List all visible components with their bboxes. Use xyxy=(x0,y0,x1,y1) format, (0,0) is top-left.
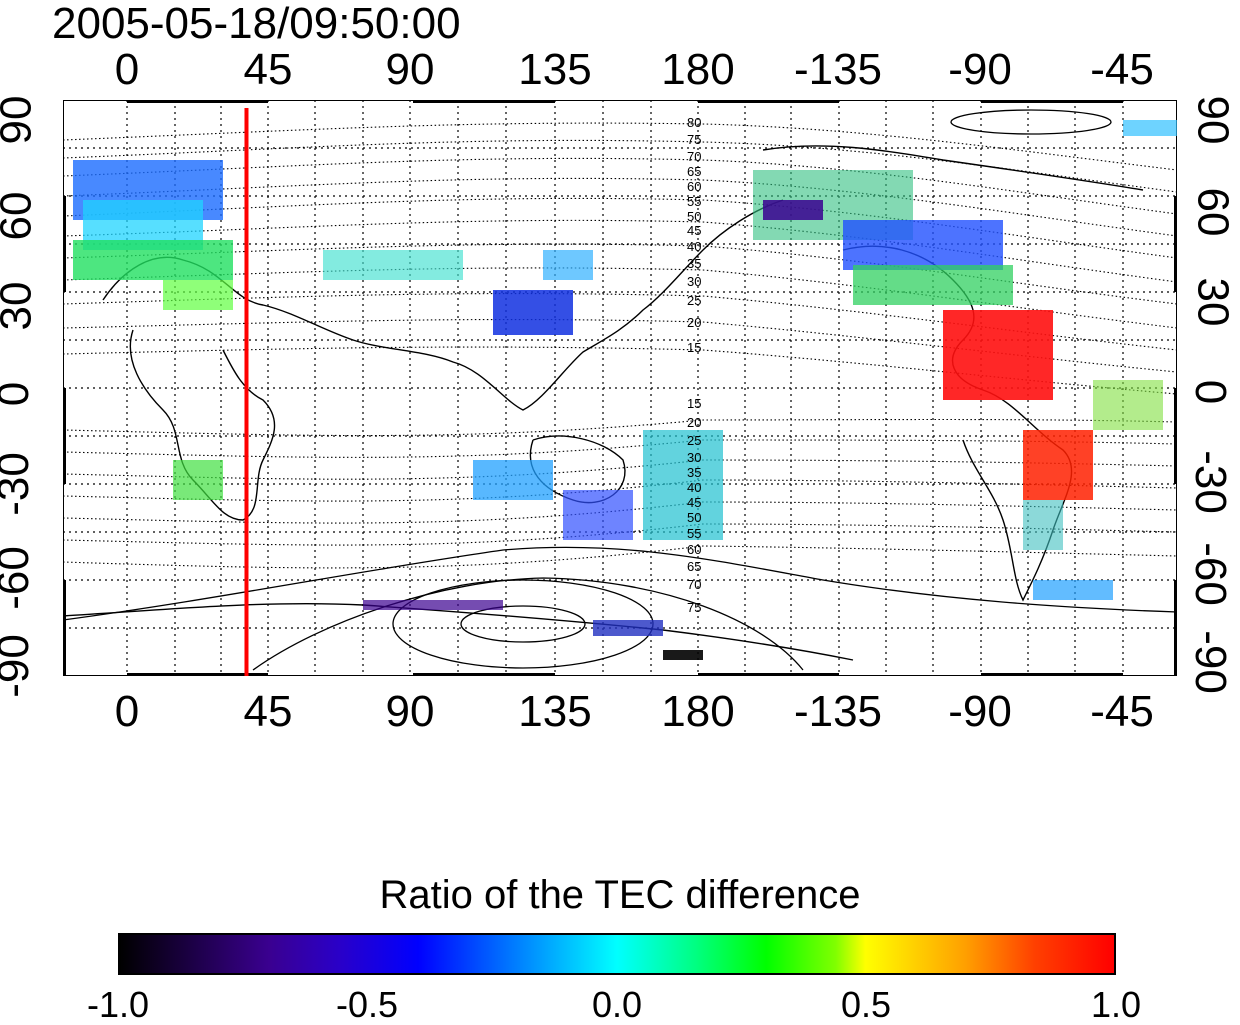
right-lat-tick: -90 xyxy=(1185,630,1235,694)
bottom-lon-tick: -90 xyxy=(948,687,1012,736)
contour-label: 40 xyxy=(687,480,701,495)
colorbar-label: -1.0 xyxy=(86,984,150,1025)
contour-label: 65 xyxy=(687,164,701,179)
contour-label: 20 xyxy=(687,315,701,330)
polar-contours xyxy=(63,109,1177,671)
right-lat-tick: 30 xyxy=(1188,277,1238,327)
contour-label: 50 xyxy=(687,209,701,224)
tec-data-cells xyxy=(73,120,1177,660)
left-lat-tick: 0 xyxy=(0,382,38,406)
contour-label: 75 xyxy=(687,132,701,147)
contour-label: 70 xyxy=(687,577,701,592)
contour-label: 45 xyxy=(687,495,701,510)
top-lon-tick: 0 xyxy=(114,45,140,94)
right-lat-tick: 0 xyxy=(1186,379,1236,405)
contour-label: 50 xyxy=(687,510,701,525)
colorbar-label: 1.0 xyxy=(1090,984,1142,1025)
contour-label: 45 xyxy=(687,223,701,238)
left-lat-tick: 30 xyxy=(0,281,41,331)
bottom-lon-tick: 135 xyxy=(518,687,592,736)
contour-label: 60 xyxy=(687,542,701,557)
contour-label: 40 xyxy=(687,239,701,254)
top-lon-tick: 180 xyxy=(661,45,735,94)
bottom-lon-tick: 0 xyxy=(114,687,140,736)
contour-label: 35 xyxy=(687,256,701,271)
left-lat-tick: 90 xyxy=(0,95,41,145)
contour-label: 55 xyxy=(687,194,701,209)
contour-label: 65 xyxy=(687,559,701,574)
contour-label: 20 xyxy=(687,415,701,430)
bottom-lon-tick: 90 xyxy=(385,687,435,736)
contour-label: 15 xyxy=(687,340,701,355)
bottom-lon-tick: -45 xyxy=(1090,687,1154,736)
colorbar-title: Ratio of the TEC difference xyxy=(379,873,861,917)
top-lon-tick: 45 xyxy=(243,45,293,94)
left-lat-tick: -30 xyxy=(0,452,38,516)
contour-label: 70 xyxy=(687,149,701,164)
colorbar xyxy=(118,933,1116,975)
contour-label: 25 xyxy=(687,293,701,308)
top-lon-tick: -135 xyxy=(793,45,883,94)
bottom-lon-tick: 45 xyxy=(243,687,293,736)
left-lat-tick: -90 xyxy=(0,634,38,698)
contour-label: 30 xyxy=(687,274,701,289)
left-lat-tick: -60 xyxy=(0,546,38,610)
top-lon-tick: 135 xyxy=(518,45,592,94)
contour-label: 75 xyxy=(687,600,701,615)
contour-value-labels: 80 75 70 65 60 55 50 45 40 35 30 25 20 1… xyxy=(687,115,701,615)
contour-label: 60 xyxy=(687,179,701,194)
right-lat-tick: -60 xyxy=(1185,542,1235,606)
contour-label: 35 xyxy=(687,465,701,480)
tec-map: 80 75 70 65 60 55 50 45 40 35 30 25 20 1… xyxy=(63,100,1177,676)
top-lon-tick: -90 xyxy=(948,45,1012,94)
map-title: 2005-05-18/09:50:00 xyxy=(52,0,461,48)
left-lat-tick: 60 xyxy=(0,191,41,241)
bottom-lon-tick: -135 xyxy=(793,687,883,736)
contour-label: 15 xyxy=(687,396,701,411)
colorbar-label: 0.5 xyxy=(840,984,892,1025)
top-lon-tick: 90 xyxy=(385,45,435,94)
contour-label: 55 xyxy=(687,526,701,541)
top-lon-tick: -45 xyxy=(1090,45,1154,94)
contour-label: 25 xyxy=(687,433,701,448)
bottom-lon-tick: 180 xyxy=(661,687,735,736)
colorbar-label: 0.0 xyxy=(591,984,643,1025)
right-lat-tick: 90 xyxy=(1188,95,1238,145)
right-lat-tick: 60 xyxy=(1188,187,1238,237)
right-lat-tick: -30 xyxy=(1185,450,1235,514)
colorbar-label: -0.5 xyxy=(335,984,399,1025)
contour-label: 80 xyxy=(687,115,701,130)
contour-label: 30 xyxy=(687,450,701,465)
